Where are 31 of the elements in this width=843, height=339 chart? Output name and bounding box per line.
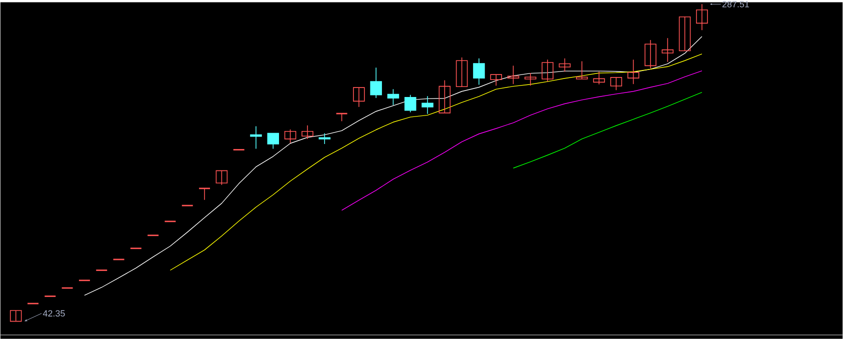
candlestick [387, 88, 400, 106]
annotation: 42.35 [42, 310, 65, 317]
candlestick [267, 132, 280, 150]
candlestick [490, 74, 502, 86]
candlestick [507, 65, 520, 85]
candlestick [576, 60, 588, 80]
candlestick [370, 67, 382, 98]
candlestick [422, 96, 434, 114]
candlestick [302, 124, 314, 140]
candlestick [610, 77, 622, 91]
candlestick [353, 87, 365, 108]
candlestick [318, 132, 330, 144]
candlestick [438, 80, 451, 114]
candlestick [404, 94, 416, 113]
candlestick [644, 40, 656, 69]
text: 287.51 [722, 1, 749, 8]
candlestick [10, 310, 22, 322]
candlestick [627, 59, 640, 85]
candlestick [593, 71, 605, 85]
candlestick [558, 58, 571, 72]
candlestick [456, 57, 468, 88]
candlestick [696, 4, 708, 31]
candlestick [662, 38, 674, 62]
candlestick [216, 170, 228, 186]
candlestick [250, 126, 262, 150]
candlestick [524, 72, 536, 86]
candlestick [678, 16, 691, 52]
candlestick [198, 188, 211, 200]
candlestick [284, 129, 296, 144]
candlestick [473, 58, 485, 86]
candlestick [542, 59, 554, 82]
